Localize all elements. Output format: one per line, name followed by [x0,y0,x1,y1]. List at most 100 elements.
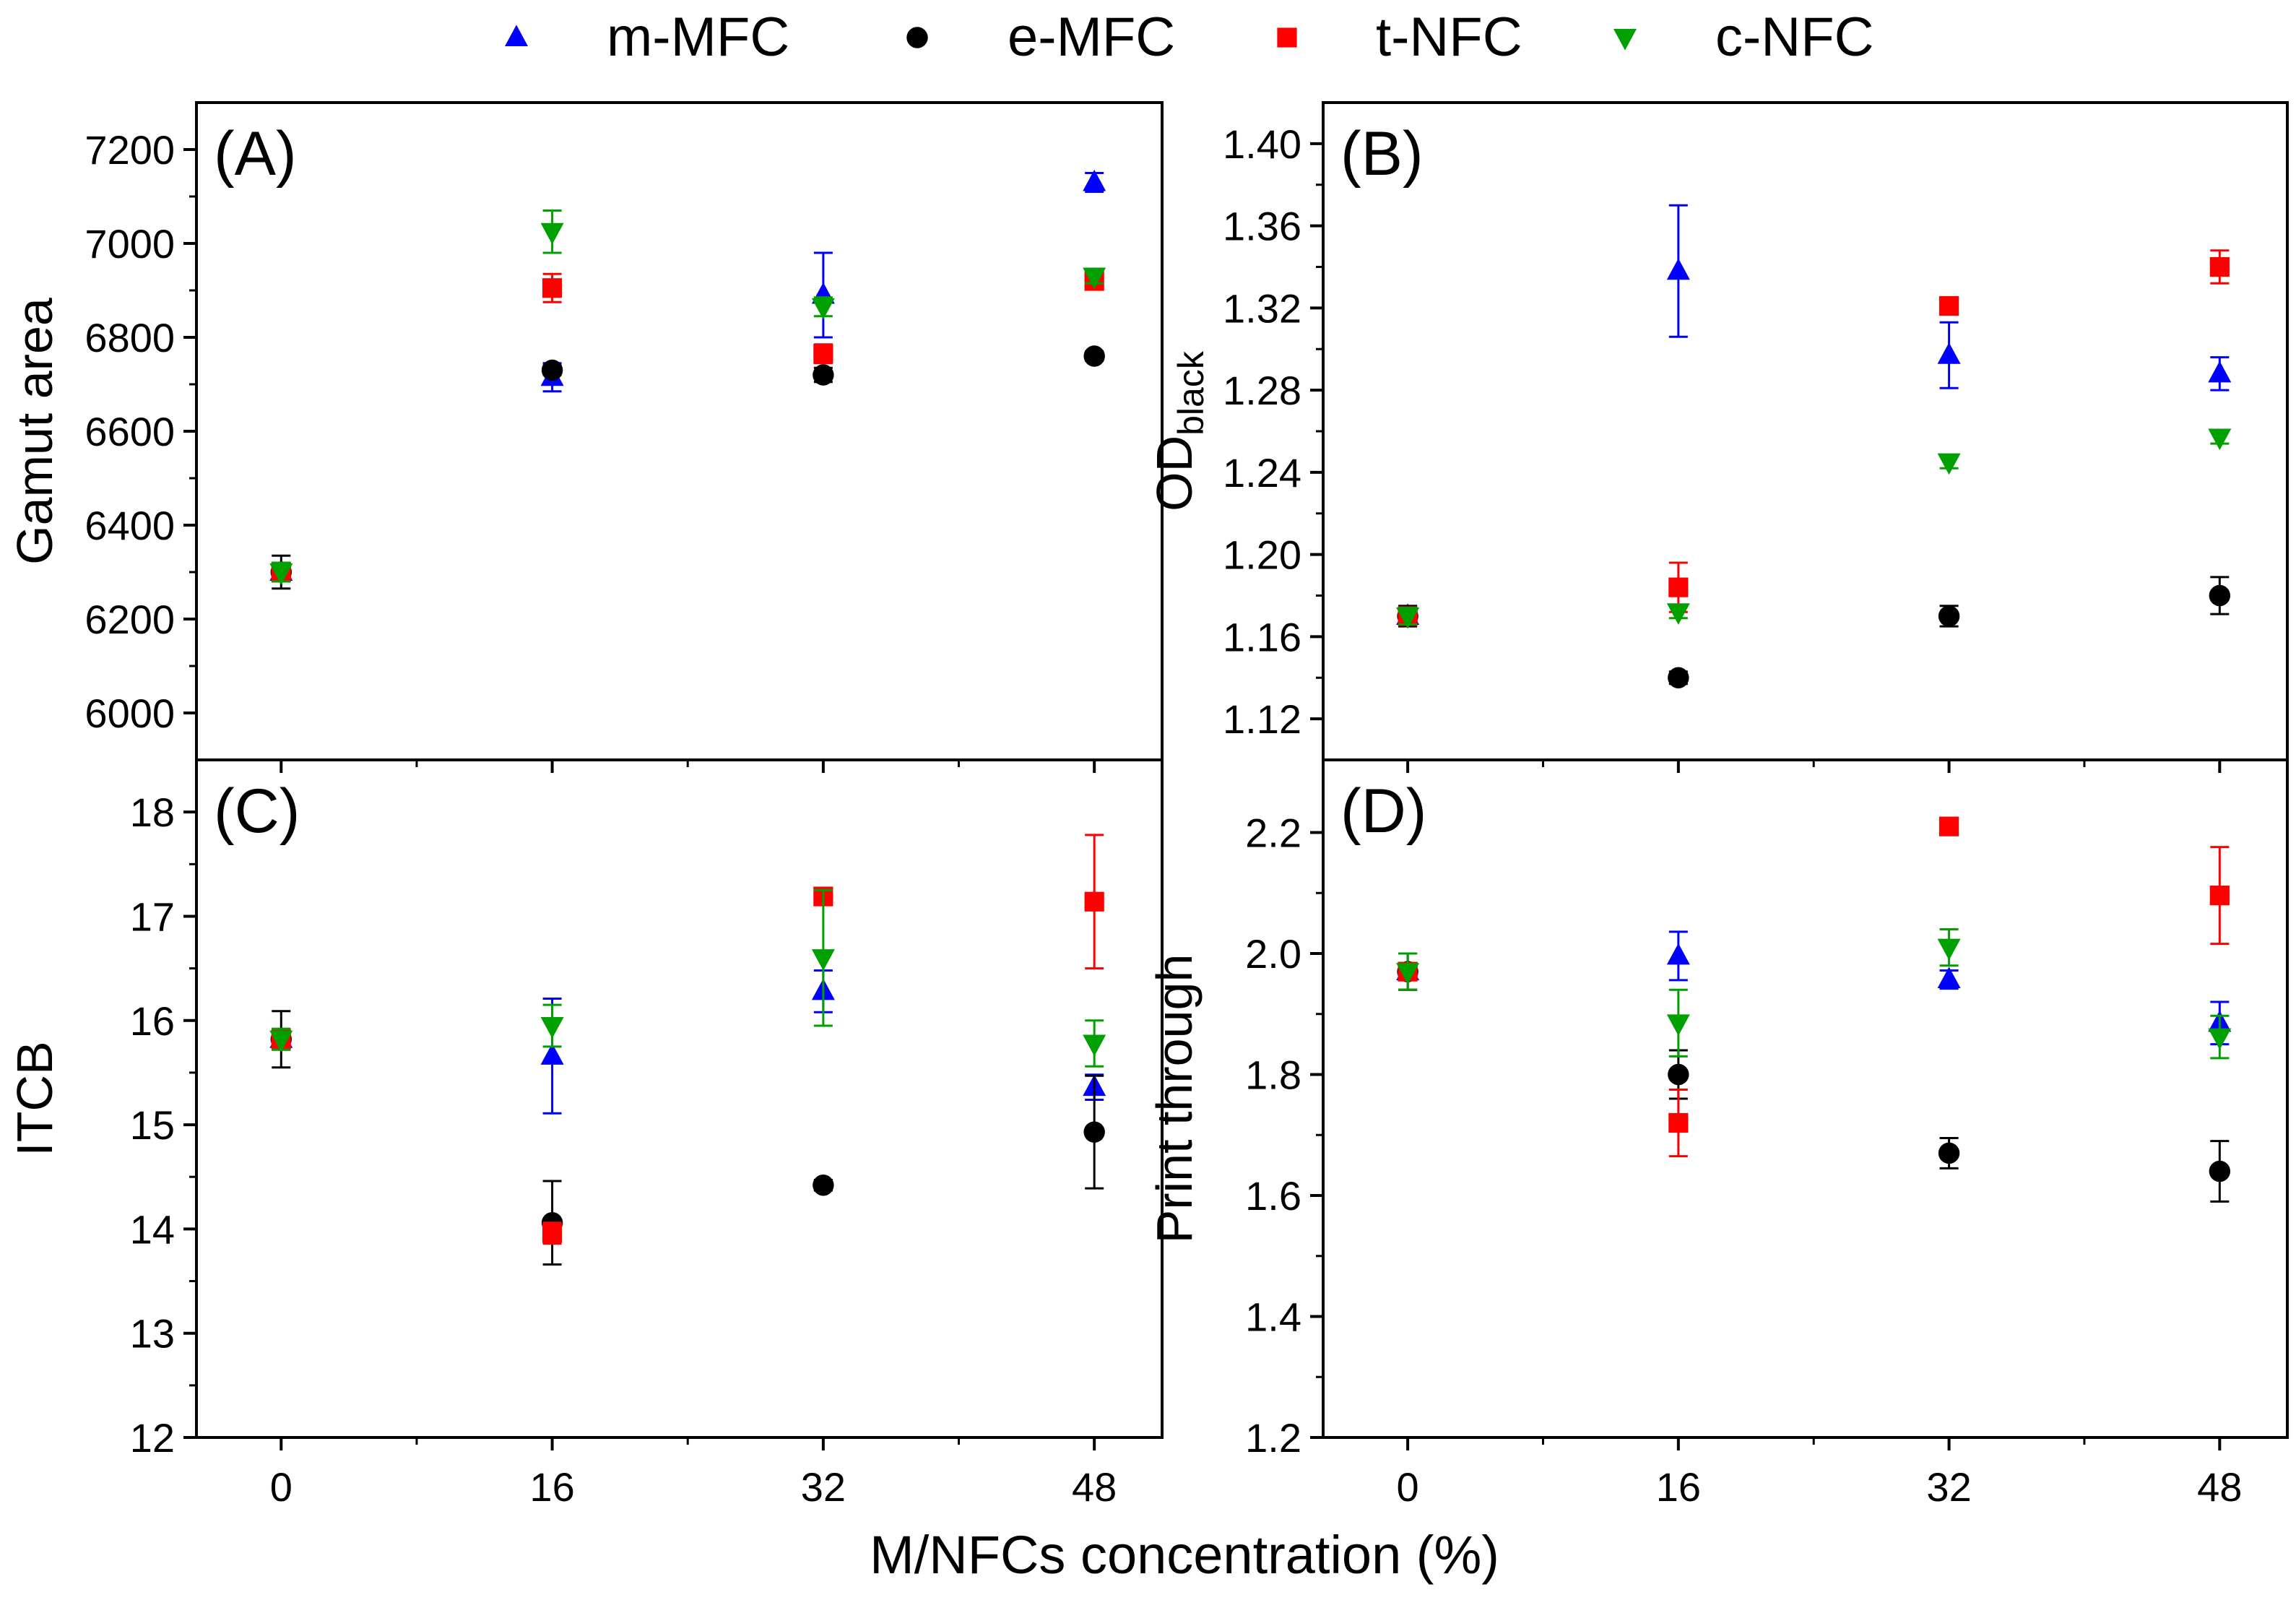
series-m-mfc [1396,204,2232,626]
data-point [1083,267,1106,290]
y-tick-label: 1.6 [1245,1173,1301,1219]
series-c-nfc [1396,428,2232,629]
y-tick-label: 7200 [85,127,175,173]
y-tick-label: 1.32 [1223,285,1301,331]
panel-label: (A) [214,119,297,189]
series-e-mfc [1397,952,2231,1203]
panel-b: 1.12 1.16 1.20 1.24 1.28 1.32 1.36 1.40 (B) ODbla… [1146,101,2289,773]
data-point [1938,816,1959,836]
data-point [813,1175,834,1196]
y-tick-label: 1.8 [1245,1052,1301,1098]
data-point [542,278,563,298]
data-point [1083,345,1105,367]
x-tick-label: 48 [2197,1464,2242,1510]
y-tick-label: 12 [130,1415,175,1461]
data-point [541,359,563,381]
y-tick-label: 6200 [85,597,175,642]
data-point [1668,667,1689,688]
y-tick-label: 2.2 [1245,810,1301,856]
data-point [1668,577,1689,597]
data-point [1668,1112,1689,1133]
data-point [813,364,834,386]
data-point [2209,886,2230,906]
data-point [540,1043,564,1065]
series-e-mfc [270,345,1105,590]
data-point [2209,1160,2231,1182]
data-point [1083,1034,1106,1057]
panel-label: (C) [214,777,300,846]
data-point [269,1030,293,1052]
x-tick-label: 0 [270,1464,293,1510]
panel-label: (D) [1340,777,1426,846]
series-t-nfc [1398,816,2230,1158]
panel-frame [195,758,1164,1439]
y-tick-label: 16 [130,998,175,1044]
series-e-mfc [1397,576,2231,688]
legend-label-c-nfc: c-NFC [1715,7,1874,68]
series-c-nfc [1396,928,2232,1060]
x-tick-label: 48 [1072,1464,1117,1510]
panel-c: 12 13 14 15 16 17 18 0 16 32 48 (C) ITCB [7,758,1164,1510]
data-point [1937,453,1961,475]
y-axis-label: ITCB [7,1041,63,1156]
data-point [540,1016,564,1039]
series-m-mfc [269,969,1106,1115]
data-point [1396,963,1420,985]
x-tick-label: 32 [801,1464,846,1510]
series-c-nfc [269,888,1106,1068]
series-m-mfc [269,169,1106,583]
y-tick-label: 1.16 [1223,614,1301,660]
x-tick-label: 16 [1656,1464,1701,1510]
data-point [269,563,293,585]
data-point [2208,360,2232,383]
y-tick-label: 2.0 [1245,931,1301,977]
y-tick-label: 6000 [85,691,175,736]
y-tick-label: 1.20 [1223,532,1301,578]
data-point [1937,967,1961,989]
series-e-mfc [270,1010,1105,1266]
panels: 6000 6200 6400 6600 6800 7000 7200 (A) Gamut are… [7,101,2289,1510]
data-point [1668,1063,1689,1086]
legend-label-e-mfc: e-MFC [1008,7,1175,68]
x-tick-label: 16 [529,1464,574,1510]
legend-marker-c-nfc [1613,29,1637,51]
data-point [1937,938,1961,961]
data-point [1938,605,1960,627]
data-point [2209,256,2230,277]
y-tick-label: 1.24 [1223,450,1301,496]
data-point [1938,295,1959,316]
series-m-mfc [1396,930,2232,1046]
y-tick-label: 1.12 [1223,696,1301,742]
data-point [811,949,835,971]
data-point [1938,1142,1960,1164]
data-point [1666,1014,1690,1036]
y-tick-label: 1.2 [1245,1415,1301,1461]
legend-marker-m-mfc [505,25,528,46]
data-point [1084,891,1104,912]
series-t-nfc [271,271,1104,583]
legend-label-t-nfc: t-NFC [1376,7,1522,68]
panel-d: 1.2 1.4 1.6 1.8 2.0 2.2 0 16 32 48 (D) Print throug… [1146,758,2289,1510]
data-point [1666,603,1690,625]
data-point [540,222,564,245]
data-point [1083,169,1106,191]
legend-marker-e-mfc [906,27,928,48]
data-point [811,298,835,320]
panel-frame [1322,101,2289,761]
x-tick-label: 32 [1926,1464,1971,1510]
y-axis-label: ODblack [1146,350,1211,511]
y-tick-label: 6400 [85,503,175,548]
y-tick-label: 6600 [85,409,175,454]
data-point [2209,584,2231,607]
y-axis-label: Print through [1146,954,1203,1244]
y-tick-label: 18 [130,790,175,835]
y-tick-label: 13 [130,1311,175,1357]
data-point [1396,607,1420,629]
data-point [2208,428,2232,451]
panel-a: 6000 6200 6400 6600 6800 7000 7200 (A) Gamut are… [7,101,1164,773]
y-tick-label: 1.40 [1223,121,1301,167]
data-point [1666,258,1690,280]
shared-x-axis-label: M/NFCs concentration (%) [870,1525,1499,1585]
legend-marker-t-nfc [1277,27,1297,48]
